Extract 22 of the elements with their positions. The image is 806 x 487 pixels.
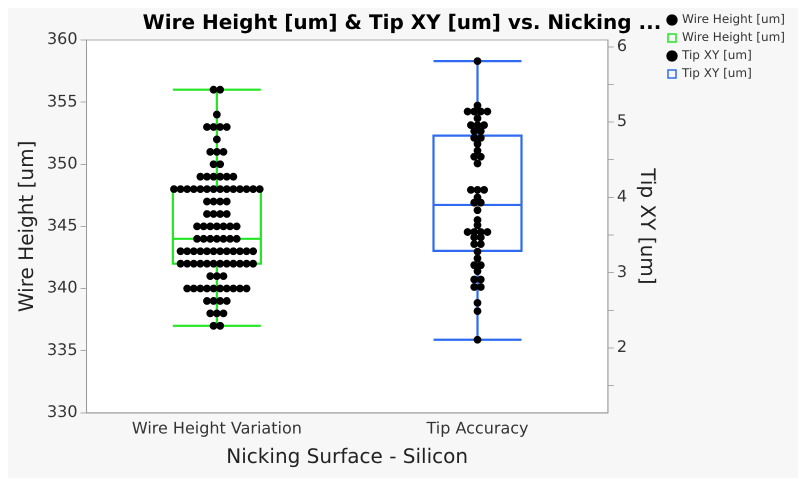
y-tick-label: 355 bbox=[46, 91, 78, 110]
y2-axis-title: Tip XY [um] bbox=[636, 167, 660, 285]
y-tick-label: 360 bbox=[46, 29, 78, 48]
legend-label: Tip XY [um] bbox=[681, 48, 752, 62]
y2-tick-label: 6 bbox=[616, 36, 628, 55]
x-tick-label: Wire Height Variation bbox=[132, 418, 302, 438]
y2-tick-label: 5 bbox=[616, 111, 628, 130]
legend-label: Tip XY [um] bbox=[681, 66, 752, 80]
x-axis-title: Nicking Surface - Silicon bbox=[226, 444, 468, 468]
y2-tick-label: 3 bbox=[616, 262, 628, 281]
chart-title: Wire Height [um] & Tip XY [um] vs. Nicking ... bbox=[142, 10, 662, 34]
y-tick-label: 345 bbox=[46, 216, 78, 235]
y-tick-label: 340 bbox=[46, 278, 78, 297]
y-axis-title: Wire Height [um] bbox=[14, 140, 38, 312]
x-tick-label: Tip Accuracy bbox=[425, 418, 529, 438]
legend-label: Wire Height [um] bbox=[682, 12, 785, 26]
legend-label: Wire Height [um] bbox=[682, 30, 785, 44]
y-tick-label: 330 bbox=[46, 402, 78, 421]
y2-tick-label: 2 bbox=[616, 337, 628, 356]
y-tick-label: 350 bbox=[46, 153, 78, 172]
y2-tick-label: 4 bbox=[616, 186, 628, 206]
y-tick-label: 335 bbox=[46, 340, 78, 359]
